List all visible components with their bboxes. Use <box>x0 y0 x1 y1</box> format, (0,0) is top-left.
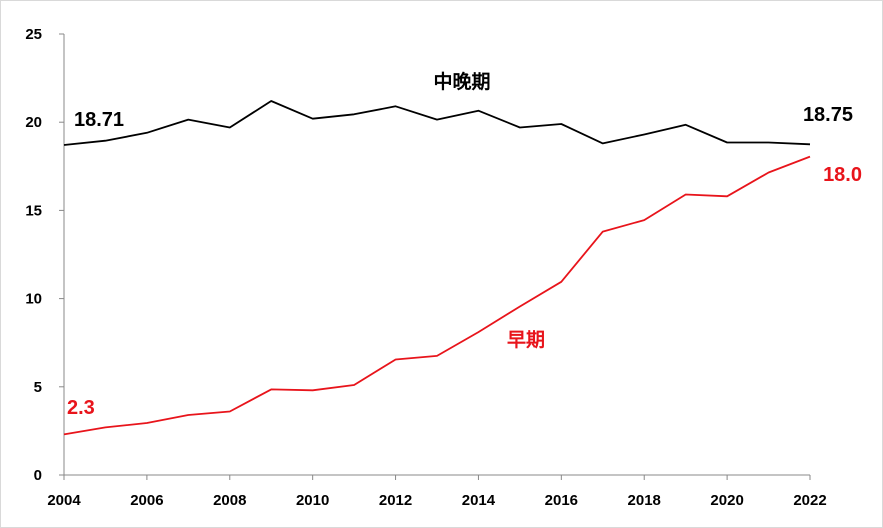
late-end-label: 18.75 <box>803 104 853 126</box>
x-tick-label: 2014 <box>462 492 496 509</box>
x-tick-label: 2020 <box>710 492 743 509</box>
x-tick-label: 2010 <box>296 492 329 509</box>
early-end-label: 18.0 <box>823 164 862 186</box>
series-line-1 <box>63 155 811 436</box>
series-label-early: 早期 <box>507 329 545 351</box>
y-tick-label: 15 <box>25 202 42 219</box>
x-tick-label: 2018 <box>628 492 661 509</box>
series-line-0 <box>63 100 811 146</box>
y-tick-label: 10 <box>25 291 42 308</box>
x-tick-label: 2008 <box>213 492 246 509</box>
x-tick-label: 2006 <box>130 492 163 509</box>
late-start-label: 18.71 <box>74 109 124 131</box>
x-tick-label: 2004 <box>47 492 81 509</box>
series-lines <box>63 100 811 436</box>
x-tick-label: 2022 <box>793 492 826 509</box>
early-start-label: 2.3 <box>67 397 95 419</box>
axes <box>59 33 811 480</box>
y-tick-label: 5 <box>34 379 42 396</box>
series-label-late: 中晚期 <box>433 70 490 93</box>
y-tick-label: 0 <box>34 467 42 484</box>
y-tick-labels: 0 5 10 15 20 25 <box>25 26 42 484</box>
x-tick-label: 2016 <box>545 492 578 509</box>
y-tick-label: 20 <box>25 114 42 131</box>
x-tick-label: 2012 <box>379 492 412 509</box>
y-tick-label: 25 <box>25 26 42 43</box>
x-tick-labels: 2004 2006 2008 2010 2012 2014 2016 2018 2020 2022 <box>47 492 826 509</box>
